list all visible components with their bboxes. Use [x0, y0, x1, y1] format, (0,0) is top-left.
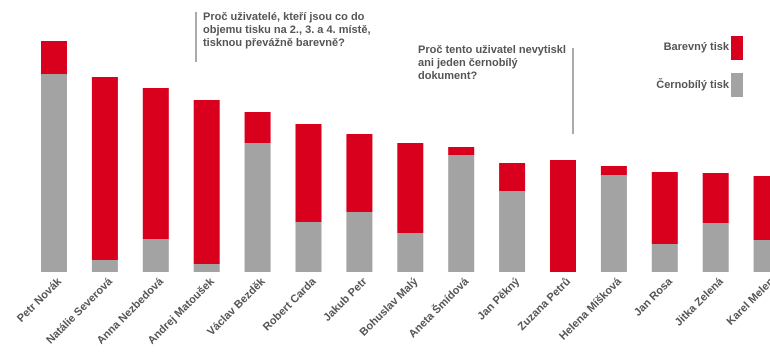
- bar-bw-3: [193, 264, 220, 272]
- x-tick-label-12: Jan Rosa: [632, 275, 676, 319]
- bar-color-0: [41, 41, 67, 74]
- bar-color-14: [753, 176, 770, 240]
- bar-bw-1: [91, 260, 118, 272]
- legend-label-color: Barevný tisk: [663, 41, 729, 53]
- bar-color-12: [651, 172, 678, 244]
- bar-bw-0: [41, 74, 67, 272]
- bar-bw-2: [142, 239, 169, 272]
- x-tick-label-9: Jan Pěkný: [475, 275, 523, 323]
- bar-bw-5: [295, 222, 322, 272]
- legend-swatch-bw: [731, 73, 743, 97]
- bar-bw-14: [753, 240, 770, 272]
- x-tick-label-13: Jitka Zelená: [673, 275, 727, 329]
- bar-bw-9: [499, 191, 526, 272]
- x-tick-label-6: Jakub Petr: [321, 275, 370, 324]
- legend-label-bw: Černobílý tisk: [656, 79, 729, 91]
- bar-bw-13: [702, 223, 729, 272]
- bar-bw-11: [600, 175, 627, 272]
- bars-layer: [41, 41, 770, 272]
- x-tick-label-0: Petr Novák: [15, 275, 65, 325]
- bar-color-13: [702, 173, 729, 223]
- bar-color-11: [600, 166, 627, 175]
- bar-color-10: [550, 160, 576, 272]
- legend-item-color: Barevný tisk: [633, 36, 743, 66]
- bar-bw-7: [397, 233, 424, 272]
- annotation-text-1: Proč uživatelé, kteří jsou co do objemu …: [203, 11, 371, 49]
- bar-color-7: [397, 143, 424, 233]
- bar-color-8: [448, 147, 475, 155]
- x-tick-label-5: Robert Carda: [261, 275, 319, 333]
- bar-color-3: [193, 100, 220, 264]
- annotation-text-2: Proč tento uživatel nevytiskl ani jeden …: [418, 44, 566, 82]
- bar-bw-12: [651, 244, 678, 272]
- bar-color-9: [499, 163, 526, 191]
- bar-color-2: [142, 88, 169, 239]
- bar-color-4: [244, 112, 271, 143]
- x-tick-label-14: Karel Melen: [725, 275, 770, 327]
- bar-color-1: [91, 77, 118, 260]
- bar-bw-6: [346, 212, 373, 272]
- bar-bw-4: [244, 143, 271, 272]
- bar-color-6: [346, 134, 373, 212]
- x-tick-label-10: Zuzana Petrů: [516, 276, 573, 333]
- bar-bw-8: [448, 155, 475, 272]
- legend-item-bw: Černobílý tisk: [633, 67, 743, 97]
- legend-swatch-color: [731, 36, 743, 60]
- bar-color-5: [295, 124, 322, 222]
